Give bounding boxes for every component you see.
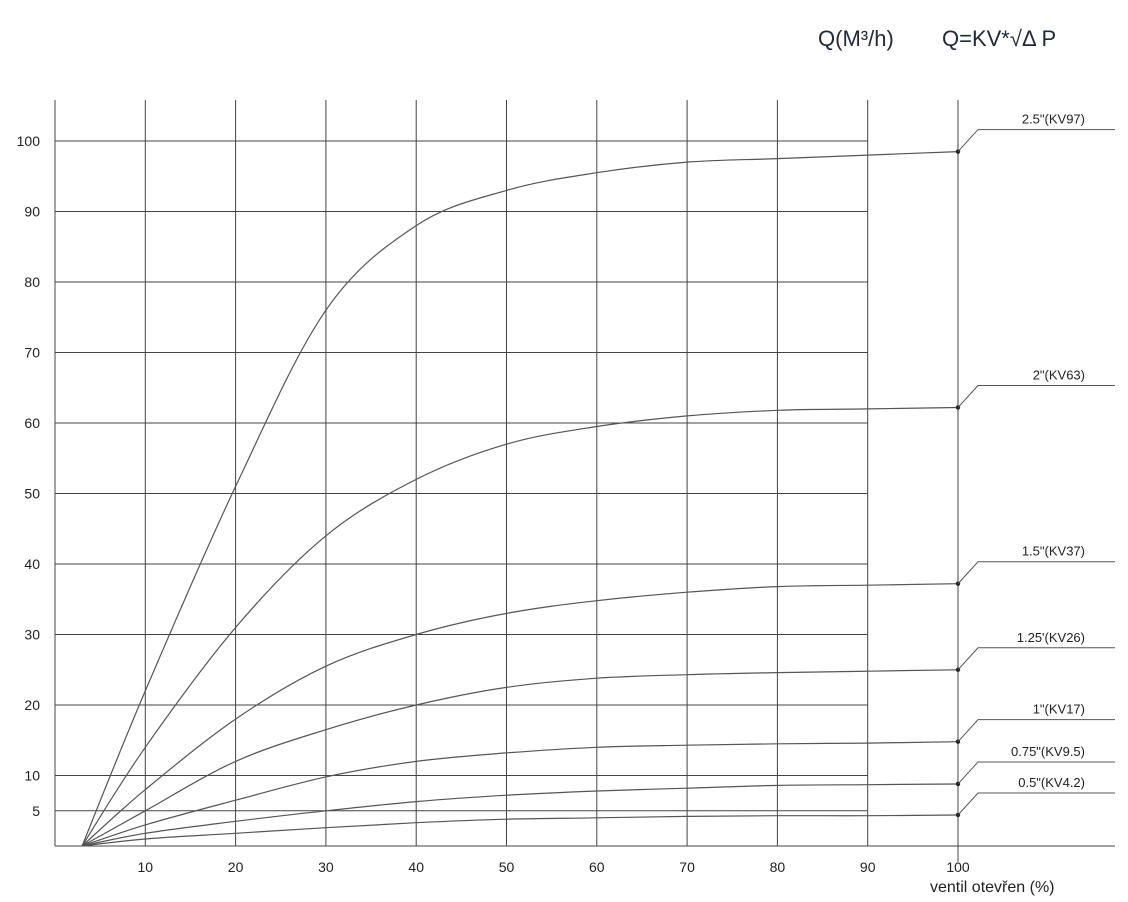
y-tick-label: 20 <box>24 697 40 713</box>
series-curve <box>81 151 959 847</box>
x-tick-label: 30 <box>318 859 334 875</box>
series-curve <box>81 741 959 847</box>
series-leader-line <box>957 129 1115 152</box>
y-tick-label: 60 <box>24 415 40 431</box>
series-curves <box>81 149 961 847</box>
flow-unit-label: Q(M³/h) <box>818 26 894 51</box>
x-tick-label: 50 <box>499 859 515 875</box>
x-tick-label: 70 <box>679 859 695 875</box>
series-leader-line <box>957 647 1115 671</box>
y-tick-label: 50 <box>24 486 40 502</box>
series-curve <box>81 583 959 847</box>
x-tick-label: 40 <box>408 859 424 875</box>
y-tick-label: 5 <box>32 803 40 819</box>
series-label: 0.5"(KV4.2) <box>1018 775 1085 790</box>
y-tick-label: 40 <box>24 556 40 572</box>
series-leader-line <box>957 561 1115 585</box>
x-tick-label: 20 <box>228 859 244 875</box>
y-tick-label: 90 <box>24 204 40 220</box>
series-leader-line <box>957 719 1115 742</box>
series-labels: 2.5"(KV97) 2"(KV63) 1.5"(KV37) 1.25'(KV26) 1… <box>957 112 1115 816</box>
y-tick-label: 80 <box>24 274 40 290</box>
series-curve <box>81 783 959 847</box>
y-tick-label: 10 <box>24 768 40 784</box>
series-label: 1.5"(KV37) <box>1022 544 1085 559</box>
x-tick-label: 90 <box>860 859 876 875</box>
series-label: 2"(KV63) <box>1033 367 1085 382</box>
x-axis-label: ventil otevřen (%) <box>930 879 1055 896</box>
formula-label: Q=KV*√Δ P <box>942 26 1056 51</box>
series-leader-line <box>957 761 1115 785</box>
series-leader-line <box>957 384 1115 408</box>
axis-labels: 10 20 30 40 50 60 70 80 90 100 5 10 20 30 40 50 60 70 80 90… <box>17 133 970 875</box>
series-curve <box>81 406 959 847</box>
x-tick-label: 100 <box>946 859 970 875</box>
series-label: 1.25'(KV26) <box>1017 630 1085 645</box>
series-label: 1"(KV17) <box>1033 702 1085 717</box>
y-tick-label: 70 <box>24 345 40 361</box>
y-tick-label: 30 <box>24 627 40 643</box>
series-label: 2.5"(KV97) <box>1022 112 1085 127</box>
series-leader-line <box>957 792 1115 816</box>
grid <box>54 100 1115 862</box>
series-label: 0.75"(KV9.5) <box>1011 744 1085 759</box>
x-tick-label: 60 <box>589 859 605 875</box>
y-tick-label: 100 <box>17 133 41 149</box>
series-curve <box>82 814 959 847</box>
x-tick-label: 80 <box>770 859 786 875</box>
series-curve <box>81 669 959 847</box>
x-tick-label: 10 <box>138 859 154 875</box>
